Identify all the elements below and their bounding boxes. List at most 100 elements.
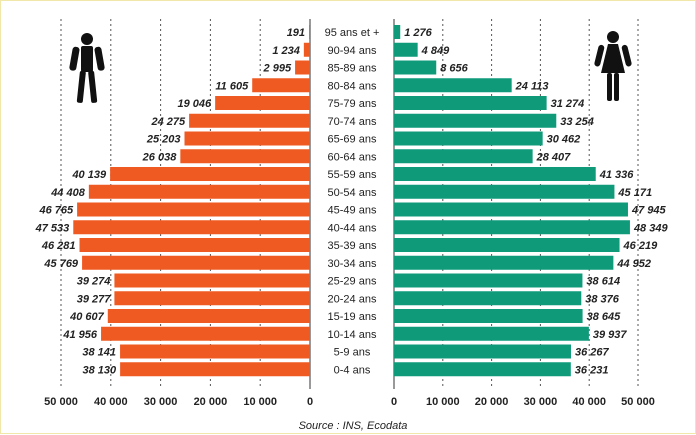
bar-right (394, 96, 547, 110)
x-tick-right: 50 000 (621, 396, 655, 408)
value-label-right: 39 937 (593, 329, 628, 341)
bar-left (73, 220, 310, 235)
value-label-left: 47 533 (35, 222, 70, 234)
value-label-left: 1 234 (272, 45, 300, 57)
age-group-label: 40-44 ans (328, 222, 377, 234)
value-label-left: 40 139 (71, 169, 107, 181)
bar-left (82, 255, 311, 270)
value-label-right: 46 219 (623, 240, 659, 252)
value-label-left: 26 038 (142, 151, 178, 163)
value-label-left: 44 408 (50, 187, 86, 199)
x-tick-left: 30 000 (144, 396, 178, 408)
bar-left (303, 42, 310, 57)
bar-right (394, 326, 589, 341)
value-label-right: 36 231 (575, 364, 609, 376)
bar-right (394, 25, 401, 39)
age-group-label: 80-84 ans (328, 80, 377, 92)
male-figure-icon (69, 33, 105, 103)
age-group-label: 50-54 ans (328, 187, 377, 199)
value-label-left: 38 141 (82, 347, 116, 359)
x-axis-ticks: 50 000 40 000 30 000 20 000 10 000 0 0 10 000 20… (44, 396, 655, 408)
bar-right (394, 113, 557, 128)
value-label-left: 19 046 (177, 98, 212, 110)
bar-left (184, 131, 310, 146)
value-label-left: 24 275 (150, 116, 186, 128)
age-group-label: 10-14 ans (328, 329, 377, 341)
x-tick-right: 20 000 (475, 396, 509, 408)
age-group-label: 15-19 ans (328, 311, 377, 323)
bar-right (394, 184, 615, 199)
value-label-right: 38 645 (587, 311, 622, 323)
age-group-label: 90-94 ans (328, 45, 377, 57)
x-tick-right: 10 000 (426, 396, 460, 408)
age-group-label: 75-79 ans (328, 98, 377, 110)
bar-left (252, 78, 310, 93)
bar-right (394, 238, 620, 252)
value-label-left: 11 605 (215, 80, 249, 92)
value-label-right: 33 254 (560, 116, 594, 128)
age-group-labels: 95 ans et + 90-94 ans 85-89 ans 80-84 ans 75… (325, 27, 380, 376)
value-label-right: 30 462 (547, 134, 581, 146)
value-label-left: 39 277 (77, 293, 112, 305)
age-group-label: 60-64 ans (328, 151, 377, 163)
x-tick-left: 20 000 (194, 396, 228, 408)
value-label-right: 36 267 (575, 347, 610, 359)
age-group-label: 20-24 ans (328, 293, 377, 305)
bar-right (394, 291, 582, 306)
value-label-right: 48 349 (633, 222, 669, 234)
bar-right (394, 273, 583, 288)
value-label-left: 191 (287, 27, 305, 39)
age-group-label: 35-39 ans (328, 240, 377, 252)
value-label-left: 40 607 (69, 311, 105, 323)
value-labels: 191 1 276 1 234 4 849 2 995 8 656 11 605 24 113… (35, 27, 669, 376)
value-label-left: 41 956 (62, 329, 98, 341)
bar-right (394, 131, 543, 146)
bar-left (77, 202, 311, 217)
bar-left (79, 238, 310, 252)
x-tick-right: 0 (391, 396, 397, 408)
bar-left (215, 96, 310, 110)
age-group-label: 95 ans et + (325, 27, 380, 39)
age-group-label: 45-49 ans (328, 205, 377, 217)
bar-left (180, 149, 310, 164)
age-group-label: 30-34 ans (328, 258, 377, 270)
value-label-right: 4 849 (421, 45, 450, 57)
bar-right (394, 149, 533, 164)
bar-left (120, 344, 310, 359)
value-label-right: 28 407 (536, 151, 572, 163)
bar-left (114, 291, 310, 306)
value-label-right: 38 376 (585, 293, 620, 305)
value-label-right: 45 171 (617, 187, 652, 199)
bar-left (101, 326, 311, 341)
age-group-label: 85-89 ans (328, 63, 377, 75)
x-tick-left: 0 (307, 396, 313, 408)
bar-left (120, 362, 310, 377)
value-label-right: 38 614 (586, 276, 620, 288)
value-label-left: 25 203 (146, 134, 181, 146)
value-label-right: 24 113 (515, 80, 549, 92)
x-tick-left: 50 000 (44, 396, 78, 408)
value-label-right: 8 656 (440, 63, 468, 75)
value-label-left: 39 274 (77, 276, 111, 288)
bar-left (114, 273, 310, 288)
x-tick-right: 40 000 (572, 396, 606, 408)
bars (73, 25, 630, 377)
value-label-left: 38 130 (82, 364, 117, 376)
bar-right (394, 42, 418, 57)
value-label-left: 46 281 (41, 240, 76, 252)
female-figure-icon (594, 31, 632, 101)
value-label-left: 2 995 (263, 63, 292, 75)
bar-left (189, 113, 310, 128)
age-group-label: 70-74 ans (328, 116, 377, 128)
x-tick-left: 40 000 (94, 396, 128, 408)
age-group-label: 55-59 ans (328, 169, 377, 181)
bar-right (394, 255, 614, 270)
bar-right (394, 167, 596, 181)
bar-right (394, 202, 628, 217)
age-group-label: 0-4 ans (334, 364, 371, 376)
age-group-label: 65-69 ans (328, 134, 377, 146)
age-group-label: 25-29 ans (328, 276, 377, 288)
value-label-right: 44 952 (616, 258, 651, 270)
